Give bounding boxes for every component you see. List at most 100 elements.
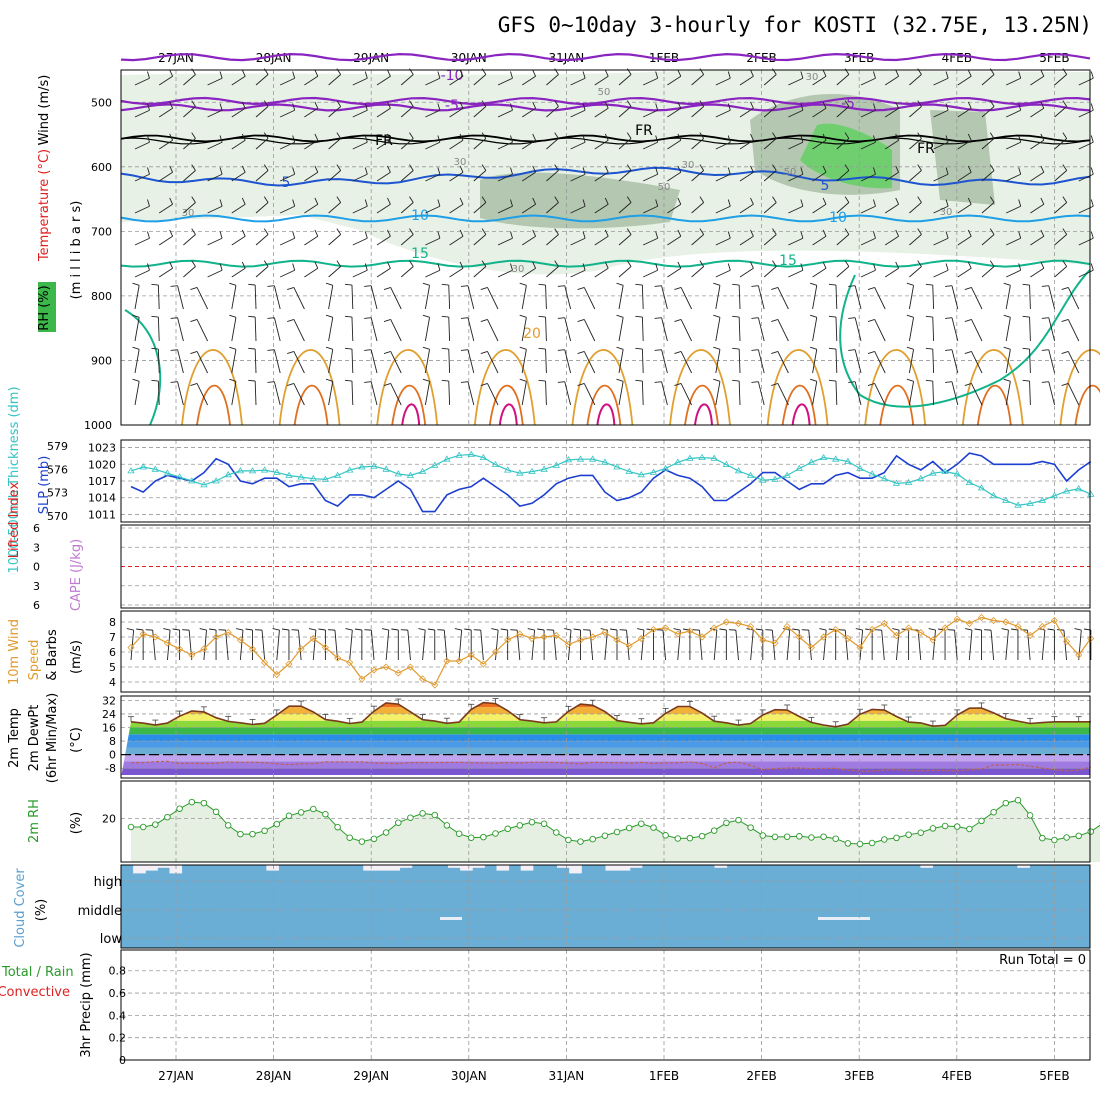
wind-barb: [532, 133, 537, 141]
wind-barb: [207, 109, 223, 118]
wind-barb: [219, 263, 223, 271]
thickness-marker: [1014, 501, 1022, 508]
wind-barb: [661, 317, 668, 342]
li-tick: 0: [33, 561, 40, 574]
wind-barb: [481, 132, 487, 139]
wind-barb: [1048, 349, 1056, 374]
wind-barb: [884, 107, 899, 118]
wind-barb: [1022, 315, 1030, 318]
isotherm-25: [976, 384, 1012, 426]
wind-barb: [981, 234, 995, 246]
wind-barb: [328, 349, 334, 374]
thickness-marker: [1074, 485, 1083, 492]
wind-barb: [1005, 285, 1011, 310]
rh2m-marker: [625, 824, 633, 832]
wind-barb: [351, 284, 354, 310]
wind-barb: [1006, 205, 1021, 214]
wind-barb: [424, 317, 431, 342]
wind-barb: [304, 139, 319, 150]
wind-barb: [951, 317, 959, 342]
thickness-marker: [783, 471, 791, 478]
wind10-marker: [771, 639, 779, 647]
wind-barb: [727, 199, 731, 207]
wind-barb: [1030, 171, 1045, 182]
wind-barb: [554, 164, 559, 171]
wind-barb: [241, 261, 246, 269]
cloud-clear-bar: [157, 865, 170, 868]
wind-barb: [481, 100, 487, 107]
wind-barb: [263, 100, 269, 107]
wind10-barb: [391, 628, 399, 631]
wind-barb: [583, 287, 596, 310]
wind-barb: [364, 381, 372, 383]
wind-barb: [473, 266, 487, 278]
wind-barb: [564, 285, 572, 310]
wind-barb: [241, 101, 246, 109]
wind10-marker: [297, 645, 305, 653]
rh2m-marker: [504, 825, 511, 833]
wind-barb: [836, 202, 850, 214]
thickness-marker: [746, 471, 755, 478]
wind-barb: [680, 351, 693, 374]
cloud-base: [121, 865, 1090, 948]
rh2m-marker: [455, 830, 463, 837]
wind-barb: [510, 71, 513, 79]
wind-barb: [254, 316, 257, 342]
wind-barb: [667, 235, 682, 246]
wind-barb: [908, 349, 915, 374]
li-panel-frame: [120, 524, 1091, 609]
isotherm-label: 20: [523, 326, 541, 342]
wind-barb: [1006, 141, 1021, 150]
wind-barb: [267, 349, 275, 351]
wind10-barb: [418, 628, 426, 631]
wind-barb: [828, 315, 837, 318]
wind10-barb: [965, 628, 973, 631]
wind-barb: [255, 234, 269, 246]
isotherm-30: [596, 403, 616, 426]
wind-barb: [336, 164, 342, 171]
wind-barb: [583, 351, 596, 374]
wind-barb: [895, 165, 900, 173]
isotherm-25: [488, 384, 524, 426]
wind-barb: [532, 69, 537, 77]
wind-barb: [917, 100, 922, 107]
wind-barb: [643, 205, 658, 214]
wind-barb: [351, 380, 354, 406]
bottom-date-label: 3FEB: [844, 1069, 874, 1083]
wind-barb: [944, 285, 953, 287]
isotherm-label: FR: [917, 141, 935, 157]
rh2m-fill: [131, 800, 1100, 862]
wind10-marker: [613, 636, 621, 644]
wind-barb: [635, 379, 643, 382]
wind-barb: [219, 231, 223, 239]
rh2m-marker: [553, 829, 560, 836]
wind10-barb: [272, 628, 280, 631]
wind-barb: [1041, 285, 1049, 287]
wind-barb: [691, 170, 704, 182]
wind-barb: [1078, 109, 1094, 118]
isotherm-label: 5: [282, 175, 291, 191]
wind10-barb: [1001, 628, 1009, 631]
cloud-clear-bar: [145, 865, 158, 871]
wind-barb: [895, 133, 900, 141]
wind-barb: [626, 196, 632, 203]
wind-barb: [409, 100, 414, 107]
wind-barb: [449, 107, 464, 118]
temp-band: [121, 720, 1090, 728]
wind-barb: [751, 317, 759, 319]
wind-barb: [906, 314, 914, 318]
wind10-marker: [261, 658, 269, 667]
rh2m-marker: [771, 833, 779, 841]
wind-barb: [757, 381, 765, 406]
cloud-gap: [818, 917, 870, 920]
precip-ylabel-c: 3hr Precip (mm): [79, 952, 94, 1057]
rh2m-marker: [929, 825, 937, 832]
wind-barb: [293, 351, 305, 374]
wind-barb: [763, 234, 777, 246]
rh2m-marker: [796, 833, 803, 840]
wind10-marker: [637, 634, 645, 643]
wind-barb: [957, 267, 972, 278]
wind-barb: [777, 383, 789, 406]
wind-barb: [336, 132, 342, 139]
wind-barb: [822, 197, 827, 205]
